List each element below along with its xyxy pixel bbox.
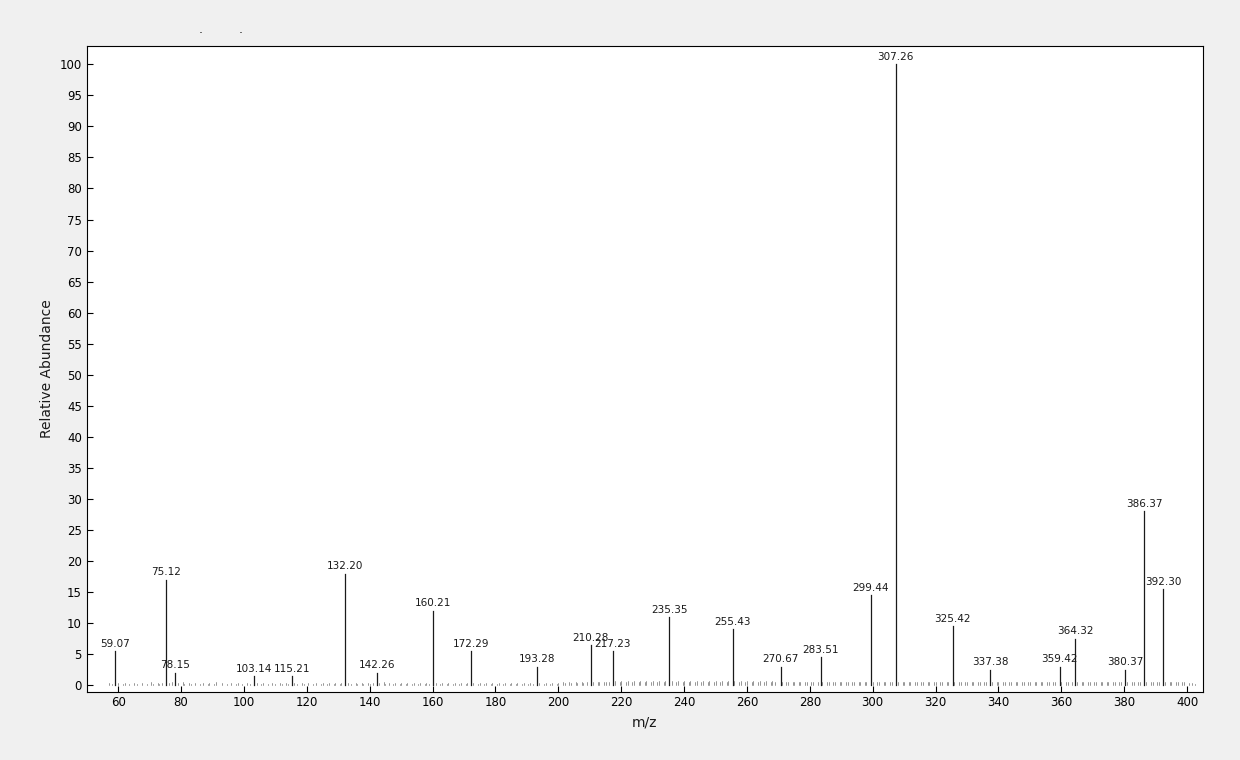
Text: 217.23: 217.23 (594, 638, 631, 649)
Text: 193.28: 193.28 (520, 654, 556, 664)
Y-axis label: Relative Abundance: Relative Abundance (40, 299, 55, 438)
Text: 235.35: 235.35 (651, 604, 688, 615)
Text: 210.28: 210.28 (573, 632, 609, 642)
Text: 386.37: 386.37 (1126, 499, 1162, 509)
Text: 337.38: 337.38 (972, 657, 1008, 667)
Text: 160.21: 160.21 (415, 598, 451, 608)
Text: 307.26: 307.26 (878, 52, 914, 62)
Text: .         .: . . (198, 23, 243, 36)
Text: 283.51: 283.51 (802, 645, 839, 655)
Text: 325.42: 325.42 (935, 614, 971, 624)
Text: 132.20: 132.20 (327, 561, 363, 571)
Text: 78.15: 78.15 (160, 660, 190, 670)
Text: 392.30: 392.30 (1145, 577, 1180, 587)
Text: 103.14: 103.14 (236, 663, 272, 673)
Text: 380.37: 380.37 (1107, 657, 1143, 667)
Text: 299.44: 299.44 (853, 583, 889, 593)
X-axis label: m/z: m/z (632, 715, 657, 729)
Text: 270.67: 270.67 (763, 654, 799, 664)
Text: 359.42: 359.42 (1042, 654, 1078, 664)
Text: 142.26: 142.26 (358, 660, 396, 670)
Text: 59.07: 59.07 (100, 638, 130, 649)
Text: 115.21: 115.21 (274, 663, 310, 673)
Text: 172.29: 172.29 (453, 638, 490, 649)
Text: 255.43: 255.43 (714, 617, 751, 627)
Text: 364.32: 364.32 (1056, 626, 1094, 636)
Text: 75.12: 75.12 (151, 567, 181, 578)
